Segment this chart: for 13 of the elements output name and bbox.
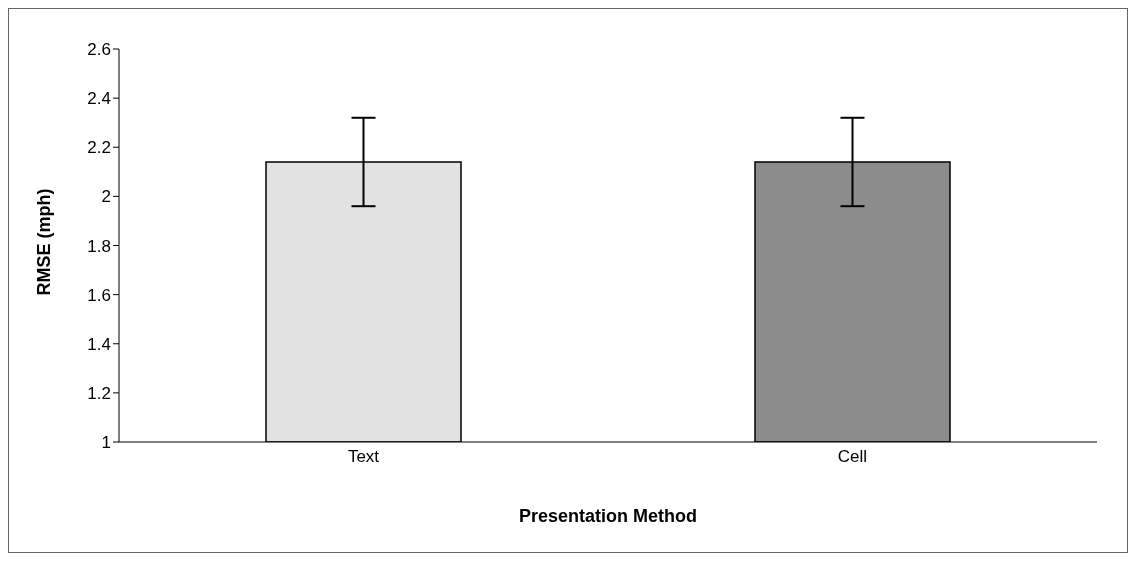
- y-tick-label: 1.2: [87, 383, 111, 403]
- x-axis-title: Presentation Method: [518, 506, 698, 526]
- y-tick-label: 1.4: [87, 334, 111, 354]
- x-tick-label: Text: [347, 447, 380, 467]
- x-tick-label: Cell: [837, 447, 868, 467]
- y-tick-label: 2.2: [87, 138, 111, 158]
- y-tick-label: 1.8: [87, 236, 111, 256]
- y-axis-title: RMSE (mph): [34, 188, 55, 296]
- y-tick-label: 2.6: [87, 40, 111, 60]
- y-tick-label: 2: [101, 187, 111, 207]
- y-tick-label: 2.4: [87, 89, 111, 109]
- y-tick-label: 1: [101, 433, 111, 453]
- y-tick-label: 1.6: [87, 285, 111, 305]
